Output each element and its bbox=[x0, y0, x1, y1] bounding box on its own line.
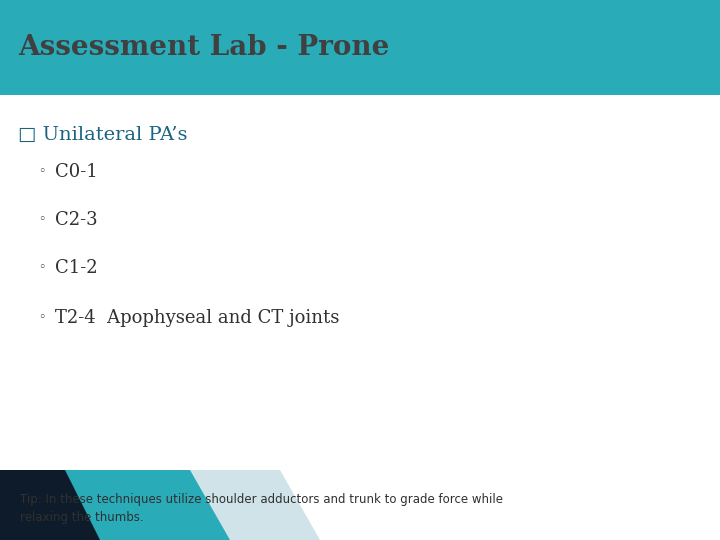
Text: □ Unilateral PA’s: □ Unilateral PA’s bbox=[18, 126, 187, 144]
Text: Tip: In these techniques utilize shoulder adductors and trunk to grade force whi: Tip: In these techniques utilize shoulde… bbox=[20, 492, 503, 523]
Polygon shape bbox=[0, 470, 100, 540]
Text: ◦: ◦ bbox=[38, 261, 45, 274]
FancyBboxPatch shape bbox=[0, 0, 720, 95]
Text: ◦: ◦ bbox=[38, 213, 45, 226]
Polygon shape bbox=[0, 470, 320, 540]
Text: C1-2: C1-2 bbox=[55, 259, 98, 277]
Text: C2-3: C2-3 bbox=[55, 211, 98, 229]
Text: ◦: ◦ bbox=[38, 312, 45, 325]
Text: C0-1: C0-1 bbox=[55, 163, 98, 181]
Text: ◦: ◦ bbox=[38, 165, 45, 179]
Text: T2-4  Apophyseal and CT joints: T2-4 Apophyseal and CT joints bbox=[55, 309, 339, 327]
Text: Assessment Lab - Prone: Assessment Lab - Prone bbox=[18, 34, 390, 61]
Polygon shape bbox=[0, 470, 230, 540]
